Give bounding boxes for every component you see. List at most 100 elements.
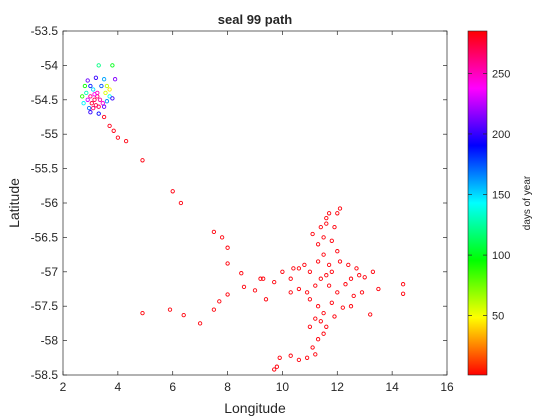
colorbar-tick-label: 100 [492, 250, 510, 262]
data-point [318, 224, 323, 230]
colorbar-tick-label: 150 [492, 190, 510, 202]
y-tick-label: -53.5 [31, 24, 59, 38]
axes: 2 4 6 8 10 12 14 16 -53.5 -54 -54.5 -55 -55.5 -56 -56.… [31, 24, 454, 394]
data-point [326, 211, 332, 216]
data-point [288, 353, 293, 358]
data-point [181, 312, 186, 318]
y-tick-label: -56 [41, 196, 59, 210]
x-tick-label: 16 [440, 380, 454, 394]
data-point [321, 252, 326, 257]
data-point [376, 286, 381, 292]
data-point [343, 282, 348, 287]
data-point [326, 283, 332, 288]
data-point [315, 242, 321, 247]
data-point [140, 310, 145, 316]
data-point [326, 262, 332, 268]
data-point [96, 104, 101, 109]
data-point [103, 90, 108, 96]
colorbar-label: days of year [522, 175, 533, 230]
data-point [140, 158, 145, 163]
data-point [307, 324, 313, 329]
data-point [89, 101, 94, 106]
data-point [291, 266, 296, 271]
y-tick-label: -56.5 [31, 230, 59, 244]
data-point [225, 292, 230, 297]
data-point [359, 290, 365, 295]
data-points [80, 63, 406, 372]
data-point [324, 273, 329, 278]
colorbar-tick-label: 200 [492, 129, 510, 141]
data-point [288, 276, 293, 281]
data-point [335, 249, 340, 254]
data-point [321, 310, 326, 316]
plot-area [63, 31, 447, 375]
x-tick-label: 10 [276, 380, 290, 394]
x-axis-label: Longitude [224, 400, 286, 416]
colorbar-tick-label: 50 [492, 311, 504, 323]
data-point [296, 266, 302, 271]
data-point [100, 101, 105, 106]
data-point [211, 229, 217, 235]
data-point [310, 345, 315, 350]
x-tick-label: 2 [60, 380, 67, 394]
data-point [324, 324, 329, 329]
data-point [261, 276, 266, 281]
data-point [302, 262, 307, 268]
data-point [329, 300, 334, 305]
data-point [241, 284, 247, 290]
data-point [239, 271, 244, 276]
data-point [84, 90, 89, 96]
x-tick-label: 4 [115, 380, 122, 394]
data-point [91, 87, 96, 92]
data-point [370, 269, 376, 274]
data-point [307, 297, 313, 302]
data-point [272, 367, 277, 372]
data-point [217, 299, 222, 304]
data-point [310, 231, 315, 237]
data-point [321, 235, 326, 240]
data-point [97, 97, 103, 102]
data-point [321, 331, 326, 336]
data-point [335, 290, 340, 295]
data-point [307, 269, 313, 274]
data-point [107, 94, 112, 99]
data-point [332, 314, 337, 319]
data-point [324, 215, 329, 221]
y-tick-label: -58 [41, 334, 59, 348]
data-point [357, 273, 362, 278]
data-point [115, 135, 121, 140]
data-point [92, 97, 97, 102]
data-point [82, 83, 88, 89]
data-point [346, 262, 351, 268]
data-point [329, 238, 334, 243]
data-point [362, 275, 367, 280]
data-point [91, 105, 96, 111]
data-point [88, 94, 93, 99]
data-point [258, 276, 263, 281]
data-point [107, 87, 112, 92]
data-point [296, 357, 302, 363]
data-point [277, 355, 282, 360]
data-point [368, 312, 373, 317]
data-point [272, 279, 277, 285]
y-tick-label: -55 [41, 127, 59, 141]
data-point [348, 276, 354, 281]
y-tick-label: -57 [41, 265, 59, 279]
data-point [211, 307, 217, 312]
data-point [123, 138, 129, 144]
y-tick-label: -58.5 [31, 368, 59, 382]
data-point [225, 245, 230, 250]
data-point [252, 288, 258, 293]
data-point [296, 286, 302, 292]
y-tick-label: -55.5 [31, 162, 59, 176]
chart-title: seal 99 path [218, 12, 292, 27]
colorbar-ticks: 50 100 150 200 250 [468, 68, 510, 323]
data-point [85, 97, 90, 102]
data-point [304, 355, 310, 360]
data-point [315, 304, 321, 309]
x-tick-label: 12 [331, 380, 345, 394]
data-point [112, 77, 118, 82]
data-point [101, 104, 107, 109]
data-point [96, 63, 101, 68]
